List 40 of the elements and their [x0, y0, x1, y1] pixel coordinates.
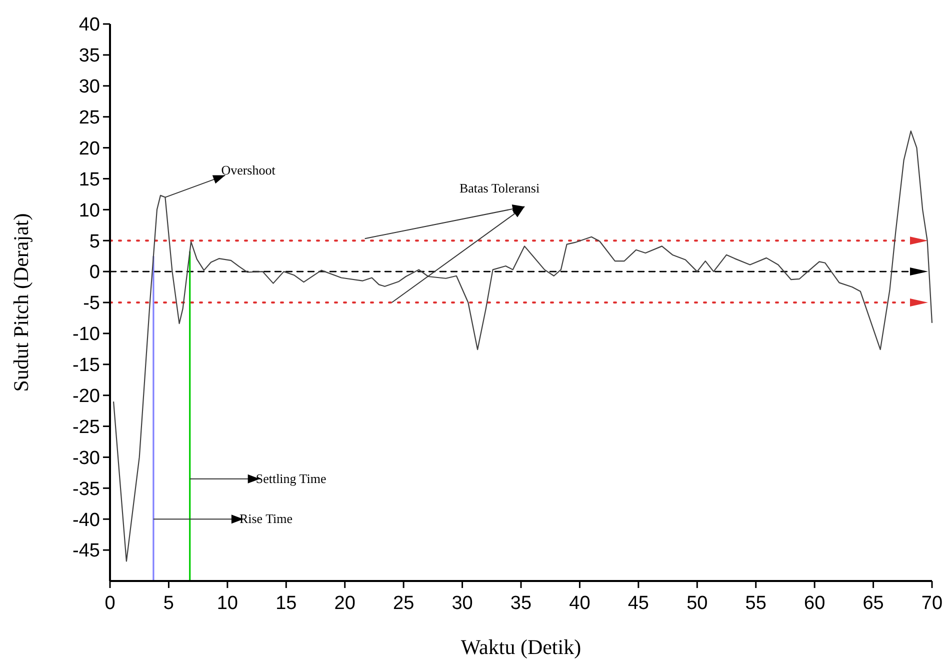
- y-tick-label: -25: [72, 416, 100, 438]
- y-tick-label: 30: [78, 76, 100, 98]
- x-tick-label: 40: [569, 593, 590, 614]
- x-tick-label: 55: [745, 593, 766, 614]
- y-tick-label: -40: [72, 510, 100, 531]
- x-tick-label: 20: [334, 593, 356, 614]
- y-tick-label: 5: [89, 231, 100, 252]
- y-tick-label: 25: [78, 107, 100, 128]
- y-axis-title: Sudut Pitch (Derajat): [9, 213, 33, 392]
- y-tick-label: 10: [78, 200, 100, 222]
- annotation: Batas Toleransi: [459, 180, 540, 196]
- line-series: [112, 130, 933, 562]
- x-tick-label: 65: [862, 593, 884, 614]
- x-tick-label: 10: [216, 593, 238, 614]
- y-tick-label: 20: [78, 138, 100, 160]
- y-tick-label: 35: [78, 46, 100, 67]
- x-tick-label: 5: [163, 593, 174, 614]
- y-tick-label: -30: [72, 448, 100, 469]
- annotation: Settling Time: [256, 470, 327, 486]
- x-tick-label: 15: [276, 593, 297, 614]
- y-tick-label: -10: [72, 324, 100, 346]
- y-tick-label: -35: [72, 478, 100, 500]
- x-axis-title: Waktu (Detik): [460, 635, 582, 659]
- x-tick-label: 45: [628, 593, 649, 614]
- x-tick-label: 60: [804, 593, 826, 614]
- y-tick-label: -15: [72, 355, 100, 376]
- x-tick-label: 0: [104, 593, 116, 614]
- y-tick-label: 15: [78, 169, 100, 190]
- x-tick-label: 35: [510, 593, 532, 614]
- x-tick-label: 70: [921, 593, 943, 614]
- y-tick-label: 40: [78, 14, 100, 36]
- y-tick-label: -5: [83, 293, 100, 314]
- x-tick-label: 25: [393, 593, 414, 614]
- y-tick-label: -20: [72, 386, 100, 407]
- x-tick-label: 30: [452, 593, 473, 614]
- annotation: Overshoot: [221, 162, 276, 178]
- x-tick-label: 50: [686, 593, 708, 614]
- y-tick-label: 0: [89, 262, 100, 284]
- annotation: Rise Time: [239, 511, 293, 526]
- y-tick-label: -45: [72, 540, 100, 562]
